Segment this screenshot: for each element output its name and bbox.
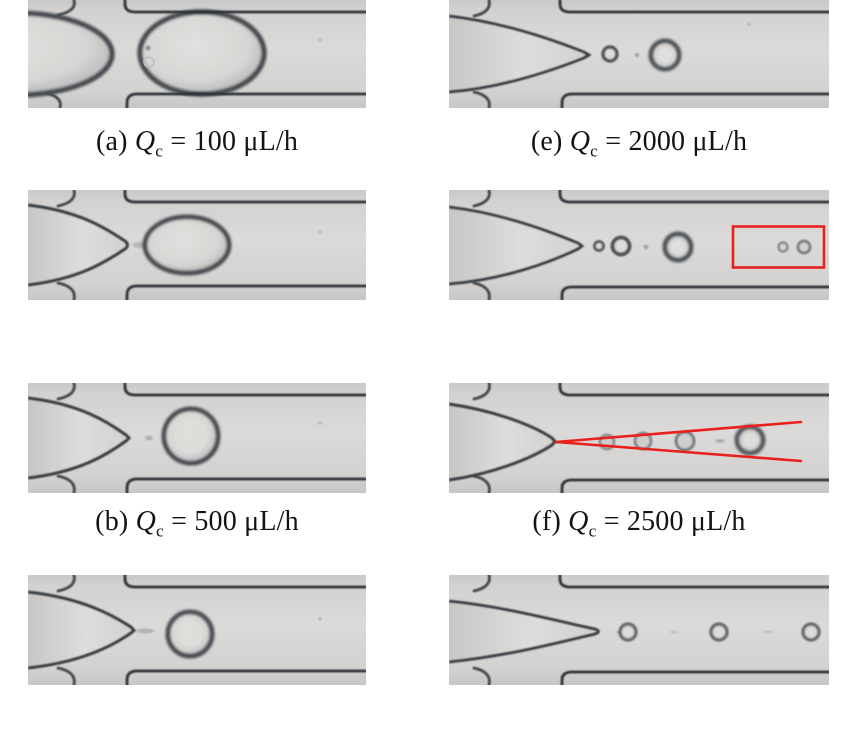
side-channel-walls: [472, 383, 491, 493]
satellite-droplet: [145, 45, 151, 51]
cone-angle-annotation: [554, 420, 803, 463]
satellite-droplet: [143, 56, 155, 68]
micrograph-d: [28, 575, 366, 685]
satellite-droplet: [634, 52, 640, 58]
satellite-droplet: [764, 630, 772, 634]
dispersed-phase-cone: [28, 592, 134, 668]
channel-walls: [558, 383, 829, 493]
dispersed-phase-cone: [449, 404, 555, 480]
panel-h: (h) Qd = 50 μL/h, Qc = 3000 μL/h: [449, 575, 829, 737]
faint-droplet: [796, 239, 812, 255]
micrograph-h: [449, 575, 829, 685]
highlight-rectangle-annotation: [731, 225, 826, 269]
droplet-highlight: [715, 628, 723, 636]
droplet-highlight: [177, 621, 203, 647]
dispersed-phase-cone: [28, 398, 129, 478]
dust-speck: [318, 230, 322, 234]
side-channel-walls: [472, 0, 491, 108]
caption-b: (b) Qc = 500 μL/h: [95, 506, 299, 541]
micrograph-e: [449, 0, 829, 108]
panel-c: (c) Qc = 1000 μL/h: [28, 383, 366, 545]
cone-outline: [28, 203, 129, 287]
caption-a: (a) Qc = 100 μL/h: [95, 126, 299, 161]
channel-walls: [123, 0, 366, 108]
dust-speck: [747, 22, 751, 26]
side-channel-walls: [56, 190, 76, 300]
side-channel-walls: [56, 575, 76, 685]
dust-speck: [318, 617, 322, 621]
panel-g: (g) Qc = 3000 μL/h: [449, 383, 829, 545]
side-channel-walls: [472, 190, 491, 300]
caption-e: (e) Qc = 2000 μL/h: [530, 126, 748, 161]
satellite-droplet: [145, 435, 153, 441]
panel-e: (e) Qc = 2000 μL/h: [449, 0, 829, 160]
channel-walls: [558, 190, 829, 300]
droplet: [28, 10, 115, 98]
droplet-highlight: [807, 628, 815, 636]
droplet-highlight: [671, 240, 685, 254]
channel-walls: [123, 383, 366, 493]
micrograph-f: [449, 190, 829, 300]
faint-droplet: [777, 241, 789, 253]
droplet: [601, 45, 619, 63]
droplet: [593, 240, 605, 252]
side-channel-walls: [56, 383, 76, 493]
cone-outline: [28, 590, 137, 670]
channel-walls: [558, 575, 829, 685]
caption-f: (f) Qc = 2500 μL/h: [532, 506, 746, 541]
satellite-droplet: [715, 439, 725, 443]
droplet-highlight: [174, 419, 208, 453]
droplet-highlight: [624, 628, 632, 636]
channel-walls: [123, 190, 366, 300]
faint-droplet: [674, 430, 696, 452]
panel-f: (f) Qc = 2500 μL/h: [449, 190, 829, 540]
panel-d: (d) Qc = 1500 μL/h: [28, 575, 366, 737]
dispersed-phase-cone: [28, 205, 128, 285]
panel-a: (a) Qc = 100 μL/h: [28, 0, 366, 160]
micrograph-b: [28, 190, 366, 300]
dispersed-phase-cone: [449, 601, 599, 662]
liquid-jet: [136, 628, 154, 634]
side-channel-walls: [472, 575, 491, 685]
dust-speck: [318, 421, 322, 425]
dispersed-phase-cone: [449, 207, 582, 284]
dust-speck: [318, 38, 322, 42]
droplet: [137, 9, 267, 97]
panel-b: (b) Qc = 500 μL/h: [28, 190, 366, 540]
dispersed-phase-cone: [449, 16, 589, 92]
droplet-highlight: [658, 48, 672, 62]
droplet: [142, 214, 232, 276]
droplet-highlight: [743, 433, 757, 447]
micrograph-a: [28, 0, 366, 108]
satellite-droplet: [643, 244, 649, 250]
micrograph-g: [449, 383, 829, 493]
satellite-droplet: [670, 630, 678, 634]
channel-walls: [123, 575, 366, 685]
channel-walls: [558, 0, 829, 108]
micrograph-c: [28, 383, 366, 493]
droplet-highlight: [617, 242, 625, 250]
cone-outline: [449, 599, 600, 664]
